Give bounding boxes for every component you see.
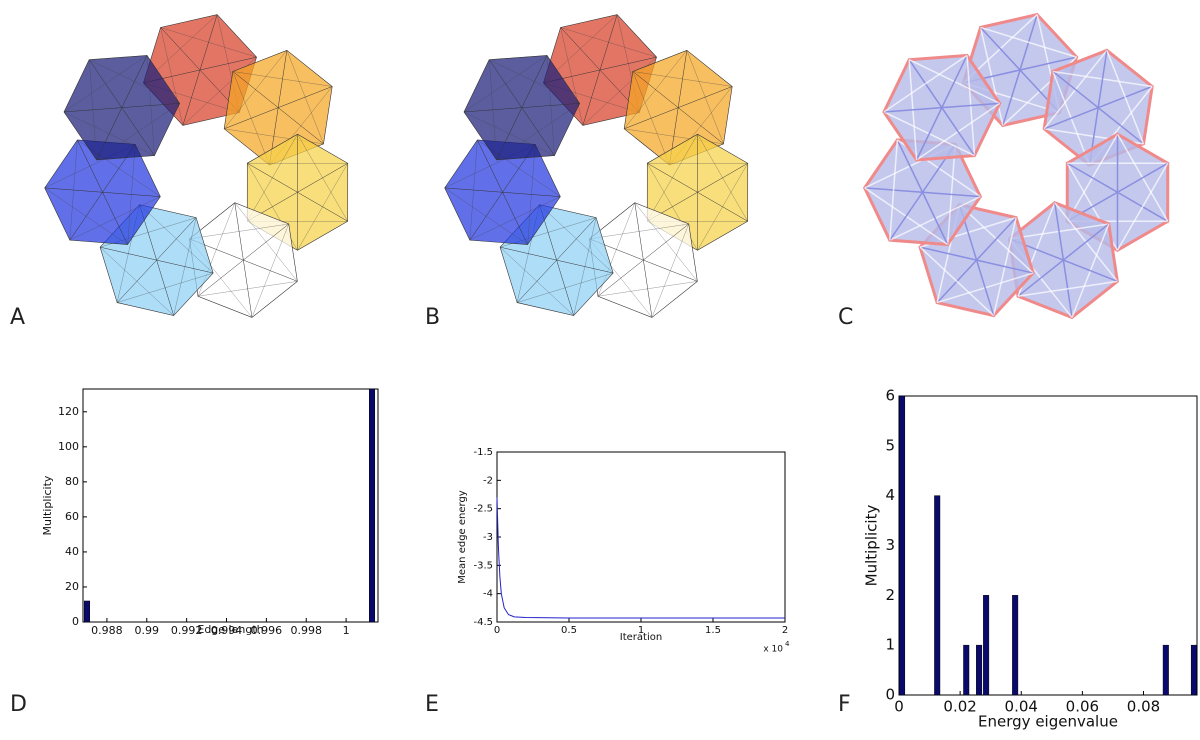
y-tick-label: 1	[885, 636, 895, 654]
y-tick-label: -4	[483, 589, 493, 600]
panel-label: C	[838, 305, 853, 330]
bar	[899, 396, 905, 695]
y-tick-label: -2	[483, 475, 493, 486]
y-tick-label: 20	[65, 580, 79, 593]
y-tick-label: -3	[483, 532, 493, 543]
x-tick-label: 1.5	[705, 625, 721, 636]
x-tick-label: 0.5	[561, 625, 577, 636]
x-tick-label: 0.02	[943, 698, 976, 716]
bar	[934, 496, 940, 695]
figure: A B C 0204060801001200.9880.990.9920.994…	[0, 0, 1200, 740]
y-tick-label: 100	[58, 440, 79, 453]
panel-label: F	[838, 692, 851, 717]
panel-label: D	[10, 692, 27, 717]
x-axis-label: Energy eigenvalue	[978, 713, 1118, 731]
bar	[369, 389, 375, 622]
renderings	[45, 15, 1168, 318]
x-axis-label: Iteration	[620, 632, 662, 643]
bar	[1163, 645, 1169, 695]
y-tick-label: 0	[72, 615, 79, 628]
y-tick-label: 4	[885, 486, 895, 504]
y-tick-label: -1.5	[473, 447, 493, 458]
bar	[1191, 645, 1197, 695]
y-tick-label: -3.5	[473, 560, 493, 571]
y-tick-label: 120	[58, 405, 79, 418]
line	[497, 497, 785, 618]
axes-box	[497, 452, 785, 622]
x-multiplier: x 10	[763, 645, 783, 655]
x-tick-label: 0.99	[135, 624, 160, 637]
y-axis-label: Multiplicity	[863, 505, 881, 587]
bar	[976, 645, 982, 695]
bar	[84, 601, 90, 622]
y-tick-label: 2	[885, 586, 895, 604]
y-tick-label: 80	[65, 475, 79, 488]
x-tick-label: 1	[343, 624, 350, 637]
y-tick-label: 5	[885, 436, 895, 454]
y-tick-label: -2.5	[473, 504, 493, 515]
axes-box	[899, 396, 1197, 695]
x-tick-label: 0	[894, 698, 904, 716]
y-tick-label: 60	[65, 510, 79, 523]
x-tick-label: 0.08	[1127, 698, 1160, 716]
x-tick-label: 0.998	[290, 624, 322, 637]
axes-box	[83, 389, 378, 622]
bar	[983, 595, 989, 695]
panel-label: B	[425, 305, 440, 330]
y-tick-label: 40	[65, 545, 79, 558]
y-axis-label: Mean edge energy	[457, 490, 468, 584]
x-axis-label: Edge length	[197, 623, 263, 636]
y-tick-label: 3	[885, 536, 895, 554]
x-tick-label: 0	[494, 625, 500, 636]
panel-label: E	[425, 692, 439, 717]
y-tick-label: -4.5	[473, 617, 493, 628]
y-axis-label: Multiplicity	[41, 475, 54, 535]
panel-label: A	[10, 305, 25, 330]
x-tick-label: 0.988	[91, 624, 123, 637]
y-tick-label: 6	[885, 387, 895, 405]
bar	[1012, 595, 1018, 695]
x-tick-label: 2	[782, 625, 788, 636]
bar	[963, 645, 969, 695]
x-exponent: 4	[785, 640, 790, 648]
